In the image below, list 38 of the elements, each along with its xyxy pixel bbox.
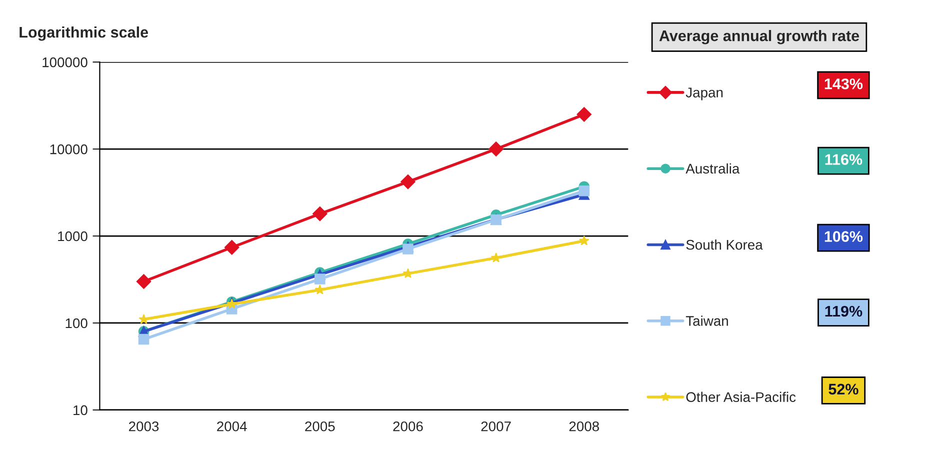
point (312, 206, 328, 222)
point (402, 244, 414, 254)
legend-label: Other Asia-Pacific (686, 392, 796, 402)
point (578, 186, 590, 196)
point (138, 334, 150, 345)
point (400, 174, 416, 190)
legend-label: Australia (686, 163, 740, 174)
point (136, 274, 152, 289)
x-tick-label: 2008 (569, 421, 599, 432)
point (576, 107, 592, 122)
x-tick-label: 2005 (305, 421, 335, 432)
text: 106% (824, 231, 863, 242)
point (138, 314, 149, 324)
text: 116% (825, 154, 862, 165)
legend-label: South Korea (686, 240, 763, 250)
y-tick-label: 100000 (42, 57, 88, 68)
x-tick-label: 2006 (393, 421, 423, 432)
y-tick-label: 10 (74, 405, 88, 416)
y-axis-title: Logarithmic scale (20, 26, 148, 41)
y-tick-label: 10000 (50, 144, 88, 154)
point (578, 235, 590, 246)
legend-label: Japan (686, 88, 723, 100)
legend-label: Taiwan (686, 316, 728, 326)
text: 52% (828, 384, 858, 395)
x-tick-label: 2007 (481, 421, 511, 432)
point (402, 268, 414, 278)
point (314, 284, 326, 294)
point (224, 240, 240, 255)
text: 119% (825, 306, 862, 317)
y-tick-label: 100 (66, 318, 88, 328)
y-tick-label: 1000 (58, 231, 88, 242)
point (490, 252, 502, 262)
text: 143% (824, 78, 863, 90)
point (488, 142, 504, 156)
text: Average annual growth rate (659, 30, 860, 44)
x-tick-label: 2003 (129, 421, 159, 432)
point (314, 274, 326, 284)
x-tick-label: 2004 (217, 421, 247, 432)
